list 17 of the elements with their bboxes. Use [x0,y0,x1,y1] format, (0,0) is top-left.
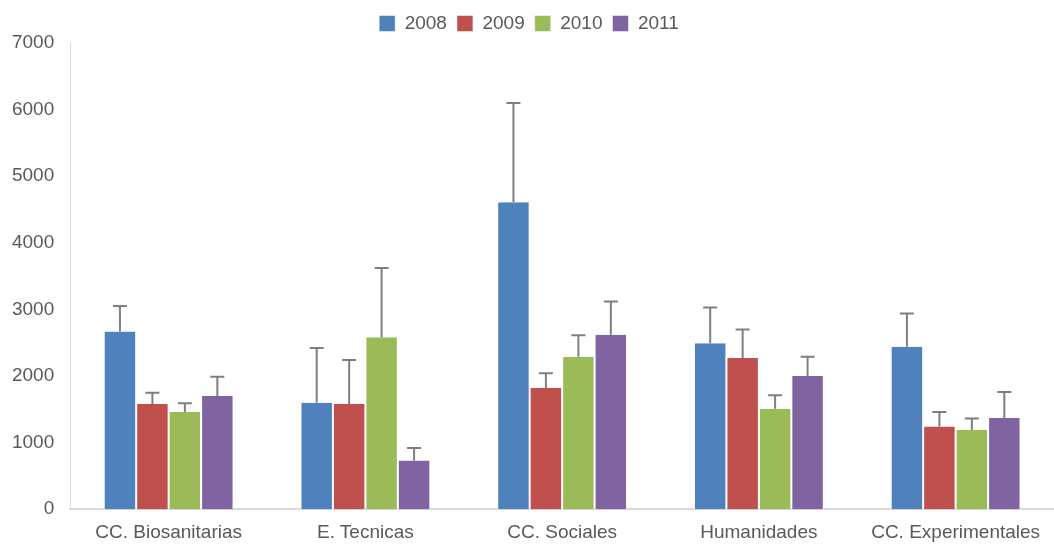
legend-label: 2009 [482,11,525,33]
x-tick-label: E. Tecnicas [316,520,414,542]
y-tick-label: 6000 [11,97,55,119]
y-tick-label: 5000 [11,164,55,186]
legend-label: 2011 [637,11,679,33]
y-tick-label: 2000 [11,364,55,386]
y-tick-label: 3000 [11,297,55,319]
legend-label: 2008 [404,11,447,33]
x-tick-label: CC. Experimentales [871,520,1041,542]
x-tick-label: Humanidades [700,520,818,542]
y-tick-label: 0 [43,497,55,519]
legend-label: 2010 [560,11,603,33]
y-tick-label: 4000 [11,231,55,253]
y-tick-label: 1000 [11,430,55,452]
x-tick-label: CC. Sociales [507,520,618,542]
y-tick-label: 7000 [11,31,55,53]
x-tick-label: CC. Biosanitarias [95,520,243,542]
